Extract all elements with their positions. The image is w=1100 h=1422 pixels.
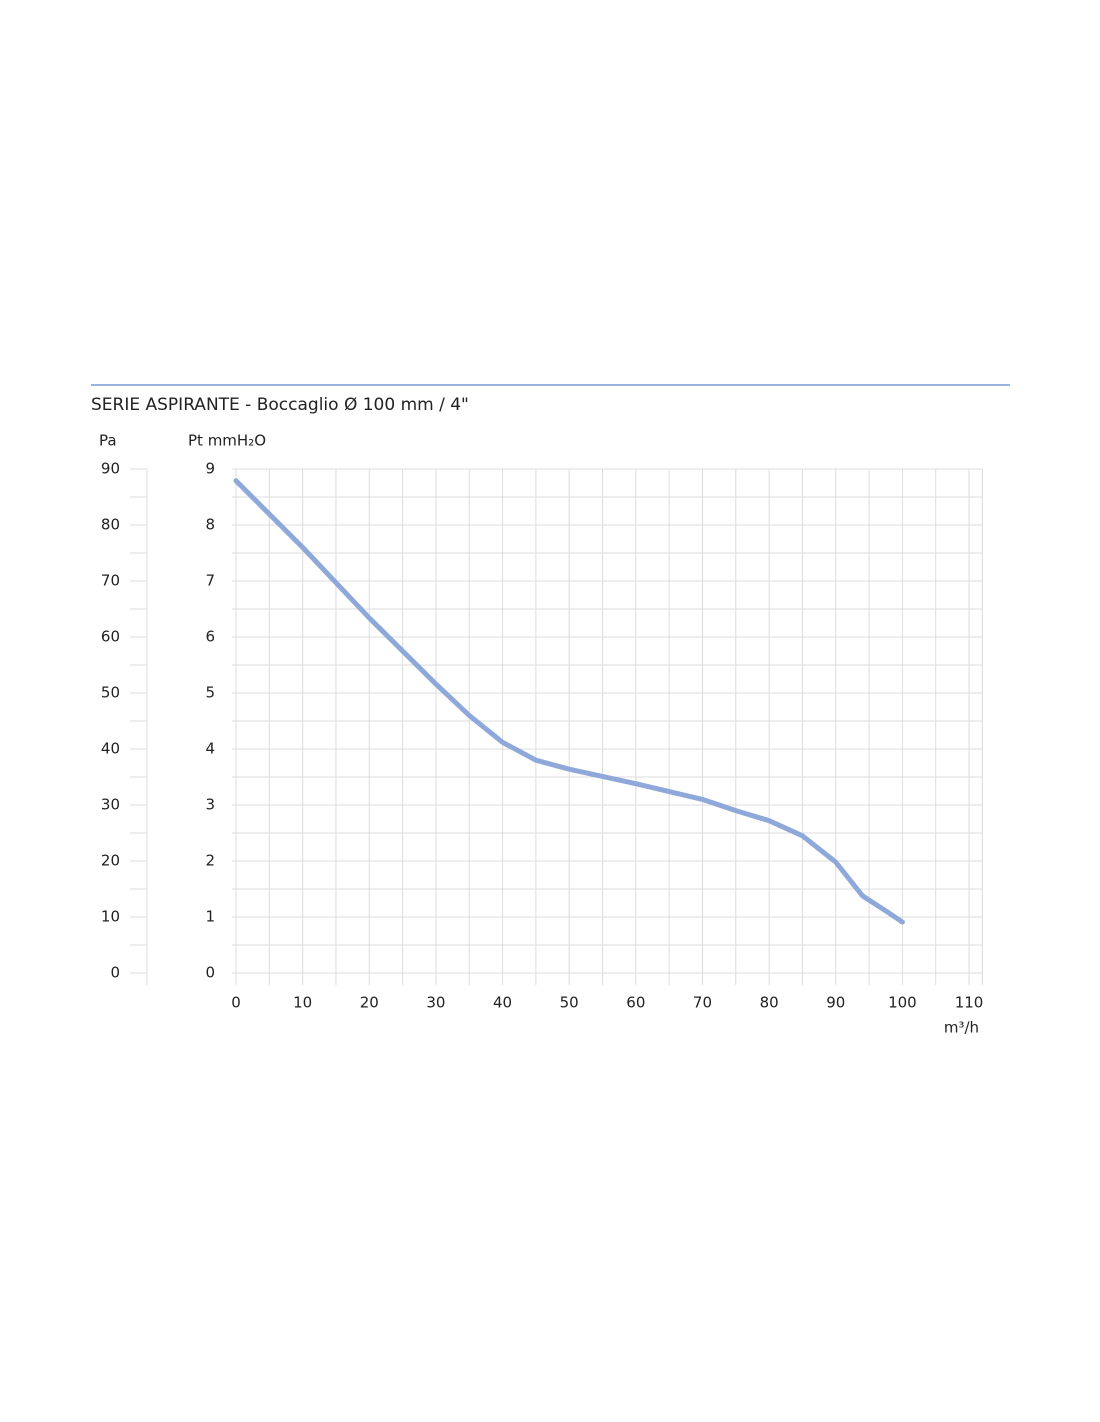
y2-tick-label: 70 bbox=[101, 572, 120, 590]
x-tick-label: 40 bbox=[493, 994, 512, 1012]
y-tick-label: 3 bbox=[205, 796, 215, 814]
y-tick-label: 1 bbox=[205, 908, 215, 926]
y-tick-label: 4 bbox=[205, 740, 215, 758]
x-tick-label: 110 bbox=[955, 994, 984, 1012]
y-tick-label: 0 bbox=[205, 964, 215, 982]
x-tick-label: 20 bbox=[360, 994, 379, 1012]
y2-tick-label: 30 bbox=[101, 796, 120, 814]
y-tick-label: 2 bbox=[205, 852, 215, 870]
y-axis-label: Pt mmH₂O bbox=[188, 432, 266, 450]
y2-tick-label: 40 bbox=[101, 740, 120, 758]
y2-axis-label: Pa bbox=[99, 432, 117, 450]
x-tick-label: 10 bbox=[293, 994, 312, 1012]
x-tick-label: 60 bbox=[626, 994, 645, 1012]
chart-title: SERIE ASPIRANTE - Boccaglio Ø 100 mm / 4… bbox=[91, 395, 469, 415]
x-tick-label: 0 bbox=[231, 994, 241, 1012]
y2-tick-label: 20 bbox=[101, 852, 120, 870]
y2-tick-label: 90 bbox=[101, 460, 120, 478]
x-tick-label: 50 bbox=[560, 994, 579, 1012]
x-tick-label: 70 bbox=[693, 994, 712, 1012]
y-tick-label: 8 bbox=[205, 516, 215, 534]
y2-tick-label: 10 bbox=[101, 908, 120, 926]
y-tick-label: 7 bbox=[205, 572, 215, 590]
y2-tick-label: 50 bbox=[101, 684, 120, 702]
x-axis-label: m³/h bbox=[944, 1019, 979, 1037]
y-tick-label: 5 bbox=[205, 684, 215, 702]
y2-tick-label: 0 bbox=[110, 964, 120, 982]
y-tick-label: 6 bbox=[205, 628, 215, 646]
x-tick-label: 30 bbox=[426, 994, 445, 1012]
x-tick-label: 100 bbox=[888, 994, 917, 1012]
y-tick-label: 9 bbox=[205, 460, 215, 478]
line-series bbox=[233, 478, 905, 925]
y2-tick-label: 60 bbox=[101, 628, 120, 646]
x-tick-label: 90 bbox=[826, 994, 845, 1012]
x-tick-label: 80 bbox=[760, 994, 779, 1012]
y2-tick-label: 80 bbox=[101, 516, 120, 534]
